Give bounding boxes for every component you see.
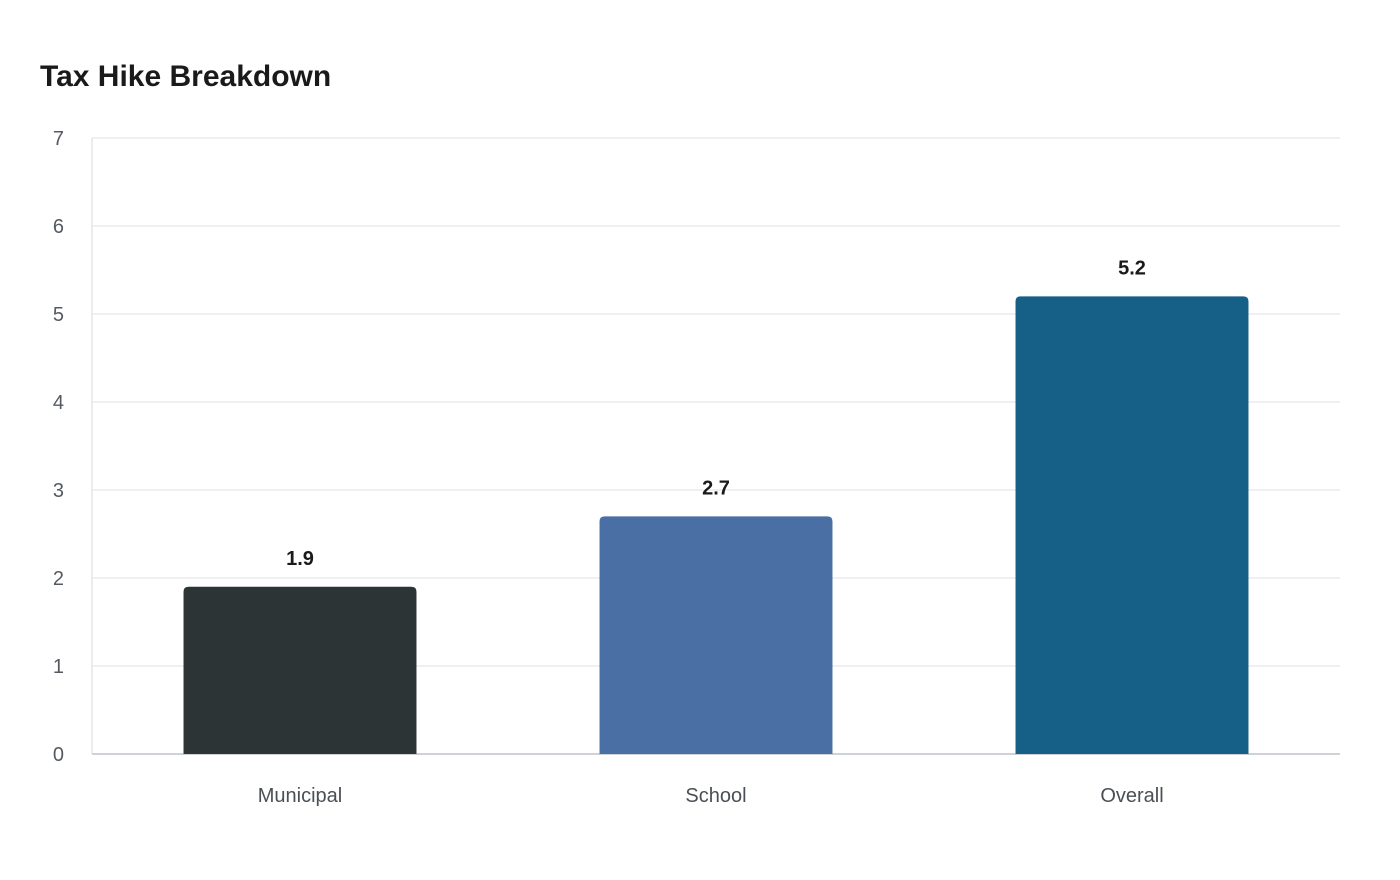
data-label-municipal: 1.9 [286, 548, 314, 570]
bars [184, 296, 1249, 754]
data-label-overall: 5.2 [1118, 257, 1146, 279]
bar-municipal [184, 587, 417, 754]
bar-overall [1016, 296, 1249, 754]
data-label-school: 2.7 [702, 477, 730, 499]
y-axis-ticks: 0 1 2 3 4 5 6 7 [53, 128, 64, 766]
x-axis-ticks: Municipal School Overall [258, 785, 1164, 807]
y-tick-label: 2 [53, 568, 64, 590]
bar-school [600, 516, 833, 754]
y-tick-label: 5 [53, 304, 64, 326]
y-tick-label: 7 [53, 128, 64, 150]
x-tick-label-municipal: Municipal [258, 785, 342, 807]
y-tick-label: 4 [53, 392, 64, 414]
x-tick-label-overall: Overall [1100, 785, 1163, 807]
y-tick-label: 1 [53, 656, 64, 678]
y-tick-label: 0 [53, 744, 64, 766]
y-tick-label: 3 [53, 480, 64, 502]
x-tick-label-school: School [685, 785, 746, 807]
y-tick-label: 6 [53, 216, 64, 238]
